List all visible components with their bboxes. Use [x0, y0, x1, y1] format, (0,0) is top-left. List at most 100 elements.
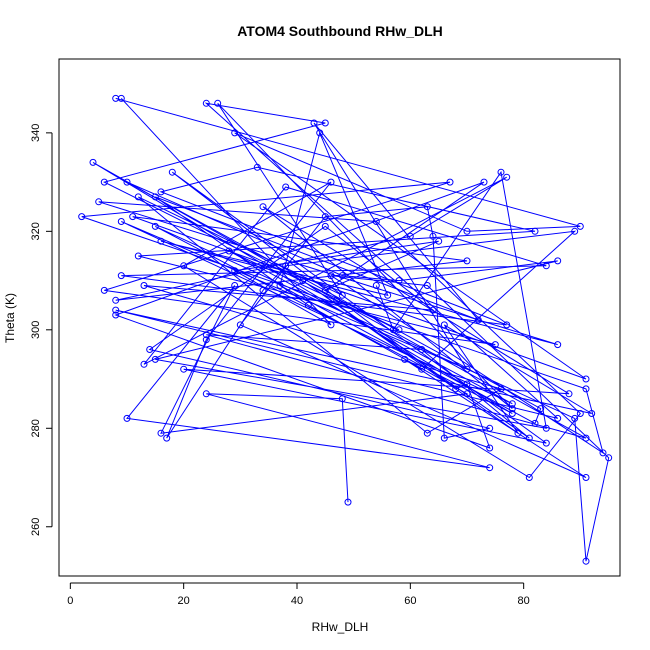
data-point	[157, 429, 165, 437]
data-point	[321, 213, 329, 221]
data-point	[418, 365, 426, 373]
data-point	[157, 188, 165, 196]
data-point	[100, 178, 108, 186]
data-point	[463, 380, 471, 388]
data-point	[537, 405, 545, 413]
data-point	[236, 321, 244, 329]
data-point	[372, 218, 380, 225]
data-point	[202, 336, 210, 344]
data-point	[123, 414, 131, 422]
data-point	[180, 262, 188, 270]
data-point	[531, 419, 539, 427]
data-point	[406, 232, 414, 240]
data-point	[497, 168, 505, 176]
data-point	[486, 464, 494, 472]
data-point	[582, 375, 590, 383]
series-2	[95, 94, 590, 481]
data-point	[259, 286, 267, 294]
data-point	[112, 296, 120, 304]
data-point	[321, 119, 329, 127]
data-point	[440, 321, 448, 329]
data-point	[259, 203, 267, 211]
data-point	[435, 237, 443, 245]
data-point	[463, 257, 471, 265]
data-point	[423, 203, 431, 211]
y-axis: 260 280 300 320 340	[30, 124, 53, 536]
x-tick-label: 80	[518, 595, 530, 607]
data-point	[100, 286, 108, 294]
data-point	[423, 429, 431, 437]
data-point	[117, 272, 125, 280]
data-point	[497, 385, 505, 393]
data-point	[514, 429, 522, 437]
data-point	[140, 360, 148, 368]
data-point	[582, 557, 590, 565]
data-point	[599, 449, 607, 457]
data-point	[129, 213, 137, 221]
y-tick-label: 300	[30, 321, 42, 339]
series-1	[78, 94, 613, 565]
data-point	[554, 414, 562, 422]
data-point	[214, 99, 222, 107]
data-point	[299, 277, 307, 285]
data-point	[157, 237, 165, 245]
chart-title: ATOM4 Southbound RHw_DLH	[237, 23, 443, 39]
data-point	[525, 474, 533, 481]
data-point	[554, 257, 562, 265]
data-point	[571, 227, 579, 235]
y-tick-label: 280	[30, 419, 42, 437]
y-tick-label: 260	[30, 518, 42, 536]
data-point	[282, 262, 290, 270]
data-point	[202, 390, 210, 398]
data-point	[486, 424, 494, 432]
data-point	[480, 178, 488, 186]
y-axis-label: Theta (K)	[3, 293, 17, 343]
data-point	[491, 341, 499, 349]
data-point	[112, 311, 120, 319]
data-point	[78, 213, 86, 221]
data-point	[321, 286, 329, 294]
data-point	[310, 119, 318, 127]
data-point	[582, 434, 590, 442]
data-point	[486, 444, 494, 452]
x-tick-label: 20	[178, 595, 190, 607]
data-point	[508, 405, 516, 413]
data-point	[542, 439, 550, 447]
data-point	[117, 94, 125, 102]
data-point	[225, 247, 233, 255]
data-point	[440, 434, 448, 442]
data-point	[571, 414, 579, 422]
y-tick-label: 320	[30, 222, 42, 240]
x-tick-label: 60	[404, 595, 416, 607]
data-point	[423, 282, 431, 289]
data-point	[134, 252, 142, 260]
data-point	[508, 410, 516, 417]
data-point	[146, 346, 154, 353]
data-point	[542, 424, 550, 432]
series-line	[81, 97, 610, 562]
data-point	[588, 410, 596, 417]
data-point	[123, 178, 131, 186]
data-point	[202, 99, 210, 107]
data-point	[605, 454, 613, 462]
data-point	[338, 272, 346, 280]
data-point	[151, 355, 159, 363]
data-point	[429, 306, 437, 314]
data-point	[576, 222, 584, 230]
data-point	[304, 301, 312, 309]
data-point	[327, 321, 335, 329]
data-point	[321, 222, 329, 230]
data-point	[276, 282, 284, 289]
data-point	[231, 282, 239, 289]
plot-frame	[58, 58, 621, 577]
data-point	[576, 410, 584, 417]
data-point	[134, 193, 142, 201]
x-tick-label: 0	[67, 595, 73, 607]
data-point	[282, 183, 290, 191]
x-axis-label: RHw_DLH	[312, 620, 369, 634]
data-point	[384, 291, 392, 299]
data-point	[565, 390, 573, 398]
data-point	[389, 326, 397, 334]
data-point	[140, 282, 148, 289]
data-point	[231, 267, 239, 275]
